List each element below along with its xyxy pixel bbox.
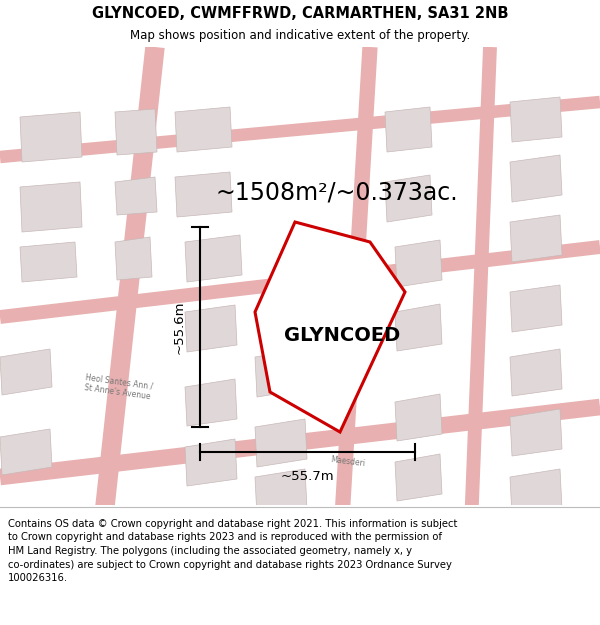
Text: to Crown copyright and database rights 2023 and is reproduced with the permissio: to Crown copyright and database rights 2… <box>8 532 442 542</box>
Text: ~55.6m: ~55.6m <box>173 300 186 354</box>
Polygon shape <box>395 304 442 351</box>
Polygon shape <box>510 469 562 516</box>
Text: co-ordinates) are subject to Crown copyright and database rights 2023 Ordnance S: co-ordinates) are subject to Crown copyr… <box>8 559 452 569</box>
Polygon shape <box>115 177 157 215</box>
Text: HM Land Registry. The polygons (including the associated geometry, namely x, y: HM Land Registry. The polygons (includin… <box>8 546 412 556</box>
Polygon shape <box>185 379 237 426</box>
Polygon shape <box>20 242 77 282</box>
Polygon shape <box>510 409 562 456</box>
Text: 100026316.: 100026316. <box>8 573 68 583</box>
Text: Map shows position and indicative extent of the property.: Map shows position and indicative extent… <box>130 29 470 42</box>
Text: GLYNCOED, CWMFFRWD, CARMARTHEN, SA31 2NB: GLYNCOED, CWMFFRWD, CARMARTHEN, SA31 2NB <box>92 6 508 21</box>
Text: ~1508m²/~0.373ac.: ~1508m²/~0.373ac. <box>215 180 458 204</box>
Text: ~55.7m: ~55.7m <box>281 470 334 483</box>
Polygon shape <box>185 439 237 486</box>
Polygon shape <box>0 429 52 475</box>
Polygon shape <box>510 155 562 202</box>
Polygon shape <box>510 215 562 262</box>
Polygon shape <box>175 107 232 152</box>
Text: Maesderi: Maesderi <box>330 456 366 469</box>
Polygon shape <box>510 97 562 142</box>
Polygon shape <box>395 240 442 287</box>
Polygon shape <box>0 349 52 395</box>
Text: GLYNCOED: GLYNCOED <box>284 326 401 345</box>
Polygon shape <box>255 349 307 397</box>
Polygon shape <box>510 349 562 396</box>
Text: Contains OS data © Crown copyright and database right 2021. This information is : Contains OS data © Crown copyright and d… <box>8 519 457 529</box>
Polygon shape <box>255 222 405 432</box>
Polygon shape <box>510 285 562 332</box>
Polygon shape <box>115 237 152 280</box>
Polygon shape <box>185 235 242 282</box>
Polygon shape <box>395 394 442 441</box>
Polygon shape <box>385 175 432 222</box>
Polygon shape <box>20 112 82 162</box>
Polygon shape <box>255 469 307 517</box>
Polygon shape <box>20 182 82 232</box>
Polygon shape <box>395 454 442 501</box>
Polygon shape <box>175 172 232 217</box>
Text: Heol Santes Ann /
St Anne's Avenue: Heol Santes Ann / St Anne's Avenue <box>83 372 153 401</box>
Polygon shape <box>255 419 307 467</box>
Polygon shape <box>115 109 157 155</box>
Polygon shape <box>385 107 432 152</box>
Polygon shape <box>185 305 237 352</box>
